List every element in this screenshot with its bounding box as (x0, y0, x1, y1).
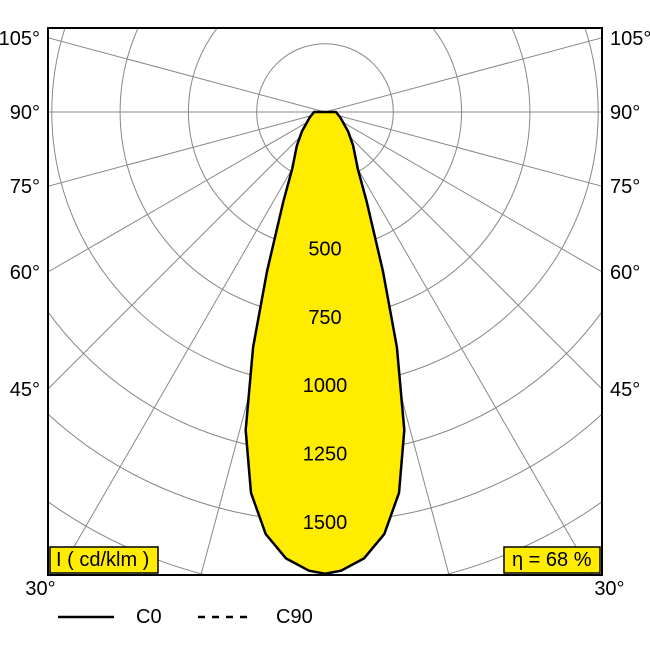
legend-label-c90: C90 (276, 606, 313, 628)
angle-label-right: 60° (610, 262, 640, 284)
angle-label-right: 45° (610, 379, 640, 401)
info-text-left: I ( cd/klm ) (56, 549, 149, 571)
info-text-right: η = 68 % (512, 549, 592, 571)
radial-tick-label: 1500 (303, 512, 348, 534)
angle-label-left: 45° (10, 379, 40, 401)
angle-label-right: 75° (610, 176, 640, 198)
curve-group (246, 112, 405, 574)
angle-label-left: 105° (0, 28, 40, 50)
radial-tick-label: 1250 (303, 444, 348, 466)
angle-label-right: 105° (610, 28, 650, 50)
radial-tick-label: 750 (308, 307, 341, 329)
angle-label-left: 90° (10, 102, 40, 124)
polar-light-distribution-chart: 500 750 1000 1250 1500 105° 90° 75° 60° 45° 30° 105… (0, 0, 650, 650)
angle-label-left: 30° (25, 578, 55, 600)
angle-label-left: 75° (10, 176, 40, 198)
angle-label-right: 90° (610, 102, 640, 124)
angle-label-right: 30° (594, 578, 624, 600)
radial-tick-label: 1000 (303, 375, 348, 397)
angle-label-left: 60° (10, 262, 40, 284)
radial-tick-label: 500 (308, 239, 341, 261)
legend-label-c0: C0 (136, 606, 162, 628)
intensity-curve-c0 (246, 112, 405, 574)
